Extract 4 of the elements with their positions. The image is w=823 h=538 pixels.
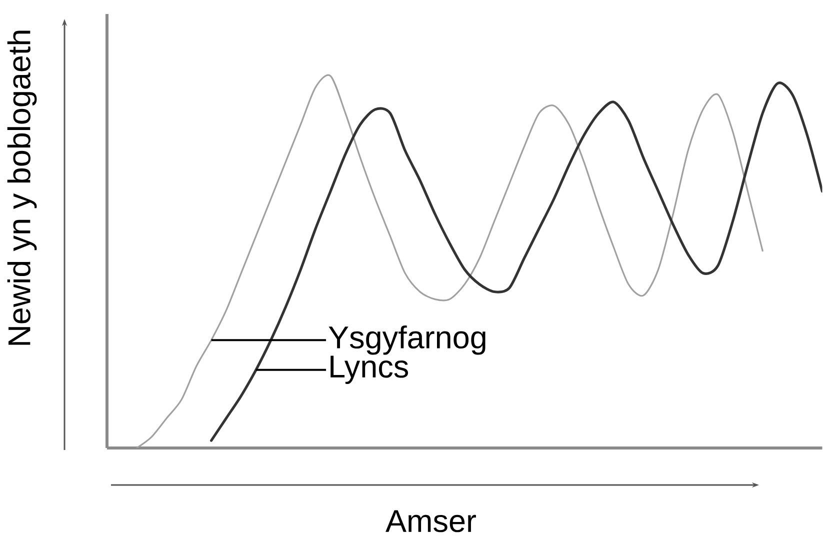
y-axis-title: Newid yn y boblogaeth <box>7 30 37 345</box>
series-label: Ysgyfarnog <box>328 325 486 355</box>
series-label: Lyncs <box>330 356 408 384</box>
x-axis-title: Amser <box>386 510 476 532</box>
